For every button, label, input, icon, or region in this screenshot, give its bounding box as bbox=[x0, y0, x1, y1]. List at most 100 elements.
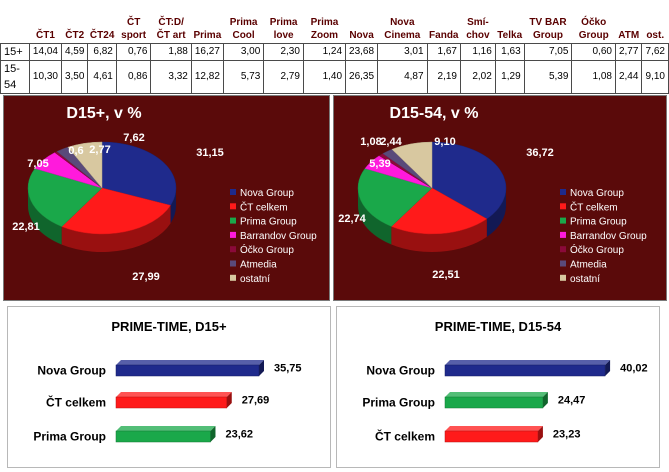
table-cell: 1,88 bbox=[150, 43, 192, 61]
legend-swatch bbox=[230, 274, 236, 281]
legend-label: Prima Group bbox=[570, 217, 627, 228]
bar bbox=[444, 430, 539, 443]
table-cell: 4,87 bbox=[377, 60, 428, 94]
legend-swatch bbox=[560, 231, 566, 238]
table-cell: 7,05 bbox=[523, 43, 573, 61]
table-cell: 1,63 bbox=[494, 43, 525, 61]
legend-swatch bbox=[560, 246, 566, 253]
column-header: ATM bbox=[618, 30, 640, 41]
bar-category-label: Prima Group bbox=[362, 396, 435, 410]
column-header: Prima love bbox=[269, 17, 298, 41]
pie-value-label: 2,77 bbox=[89, 144, 110, 156]
table-body: 15+ 14,04 4,59 6,82 0,76 1,88 16,27 3,00 2,30 1,2… bbox=[0, 43, 669, 94]
pie-value-label: 22,51 bbox=[432, 269, 460, 281]
bar-chart-15plus: PRIME-TIME, D15+ Nova Group 35,75 ČT celkem… bbox=[33, 319, 301, 444]
table-row: 15-54 10,30 3,50 4,61 0,86 3,32 12,82 5,73 2,79 1… bbox=[0, 60, 669, 94]
pie-slice bbox=[357, 168, 433, 227]
bar-side bbox=[226, 392, 232, 408]
bar-chart-15-54: PRIME-TIME, D15-54 Nova Group 40,02 Prima G… bbox=[362, 319, 647, 444]
pie-chart-15-54: D15-54, v % 36,72 22,51 22,74 5,39 1,082,44 9,… bbox=[338, 105, 647, 285]
table-cell: 2,44 bbox=[614, 60, 643, 94]
table-cell: 16,27 bbox=[190, 43, 224, 61]
table-cell: 1,24 bbox=[302, 43, 347, 61]
table-cell: 4,59 bbox=[60, 43, 89, 61]
bar-value-label: 27,69 bbox=[242, 395, 270, 407]
table-header-row: ČT1 ČT2 ČT24 ČT sport ČT:D/ ČT art Prima Prima… bbox=[1, 16, 669, 44]
chart-title: PRIME-TIME, D15-54 bbox=[435, 319, 562, 334]
legend-swatch bbox=[560, 260, 566, 267]
column-header: Prima Zoom bbox=[310, 17, 339, 41]
pie-slice bbox=[431, 141, 507, 220]
bar bbox=[444, 364, 606, 377]
chart-title: D15-54, v % bbox=[390, 105, 479, 122]
pie-slice bbox=[391, 141, 433, 189]
table-cell: 1,08 bbox=[571, 60, 616, 94]
pie-value-label: 36,72 bbox=[526, 147, 554, 159]
bar-value-label: 24,47 bbox=[558, 395, 586, 407]
bar-category-label: ČT celkem bbox=[46, 395, 106, 410]
pie-slice-side bbox=[61, 205, 171, 253]
column-header: ČT24 bbox=[89, 30, 115, 41]
legend-label: Nova Group bbox=[240, 188, 294, 199]
pie-slice-side bbox=[28, 188, 62, 245]
legend-swatch bbox=[560, 189, 566, 195]
share-table: ČT1 ČT2 ČT24 ČT sport ČT:D/ ČT art Prima Prima… bbox=[0, 0, 669, 94]
bar-panel-15-54: PRIME-TIME, D15-54 Nova Group 40,02 Prima G… bbox=[336, 306, 660, 468]
table-cell: 12,82 bbox=[190, 60, 224, 94]
legend-swatch bbox=[230, 203, 236, 210]
table-cell: 1,67 bbox=[426, 43, 462, 61]
table-cell: 26,35 bbox=[345, 60, 379, 94]
legend-label: ČT celkem bbox=[570, 200, 618, 213]
column-header: ČT2 bbox=[65, 30, 85, 41]
pie-value-label: 1,08 bbox=[360, 136, 381, 148]
table-cell: 7,62 bbox=[641, 43, 669, 61]
legend-label: Nova Group bbox=[570, 188, 624, 199]
legend-label: ČT celkem bbox=[240, 200, 288, 213]
table-cell: 9,10 bbox=[641, 60, 669, 94]
bar-category-label: Nova Group bbox=[37, 364, 106, 378]
pie-value-label: 27,99 bbox=[132, 271, 160, 283]
column-header: Nova Cinema bbox=[384, 17, 421, 41]
column-header: Nova bbox=[349, 30, 374, 41]
table-cell: 6,82 bbox=[87, 43, 117, 61]
bar-panel-15plus: PRIME-TIME, D15+ Nova Group 35,75 ČT celkem… bbox=[7, 306, 331, 468]
table-cell: 3,00 bbox=[222, 43, 265, 61]
pie-slice bbox=[101, 141, 177, 206]
table-cell: 2,19 bbox=[426, 60, 462, 94]
legend-swatch bbox=[230, 189, 236, 195]
table-cell: 1,40 bbox=[302, 60, 347, 94]
column-header: ost. bbox=[646, 30, 665, 41]
legend-swatch bbox=[230, 217, 236, 224]
pie-chart-15plus: D15+, v % 31,15 27,99 22,81 7,05 0,6 2,77 7,62 N… bbox=[12, 105, 317, 285]
column-header: ČT1 bbox=[35, 30, 55, 41]
pie-value-label: 7,05 bbox=[27, 158, 48, 170]
table-cell: 1,16 bbox=[460, 43, 496, 61]
bar-top bbox=[445, 360, 611, 365]
column-header: Telka bbox=[497, 30, 523, 41]
pie-slice bbox=[27, 168, 103, 227]
bar-value-label: 23,23 bbox=[553, 429, 581, 441]
bar-top bbox=[445, 426, 543, 431]
legend-swatch bbox=[560, 203, 566, 210]
table-cell: 0,60 bbox=[571, 43, 616, 61]
bar-top bbox=[116, 360, 264, 365]
pie-panel-15-54: D15-54, v % 36,72 22,51 22,74 5,39 1,08 2,44 9,… bbox=[333, 95, 667, 301]
bar-side bbox=[259, 360, 264, 376]
bar-side bbox=[605, 360, 611, 376]
bar-category-label: Prima Group bbox=[33, 430, 106, 444]
pie-slice-side bbox=[486, 188, 506, 237]
bar-category-label: ČT celkem bbox=[375, 429, 435, 444]
table-cell: 5,73 bbox=[222, 60, 265, 94]
legend-label: Barrandov Group bbox=[240, 231, 317, 242]
bar-category-label: Nova Group bbox=[366, 364, 435, 378]
chart-title: PRIME-TIME, D15+ bbox=[111, 319, 227, 334]
table-cell: 2,77 bbox=[614, 43, 643, 61]
pie-value-label: 31,15 bbox=[196, 147, 224, 159]
legend-swatch bbox=[230, 246, 236, 253]
pie-slice-side bbox=[391, 218, 487, 252]
pie-value-label: 2,44 bbox=[380, 136, 402, 148]
table-cell: 2,02 bbox=[460, 60, 496, 94]
table-cell: 3,32 bbox=[150, 60, 192, 94]
share-table-grid: ČT1 ČT2 ČT24 ČT sport ČT:D/ ČT art Prima Prima… bbox=[0, 16, 669, 94]
column-header: Fanda bbox=[429, 30, 459, 41]
